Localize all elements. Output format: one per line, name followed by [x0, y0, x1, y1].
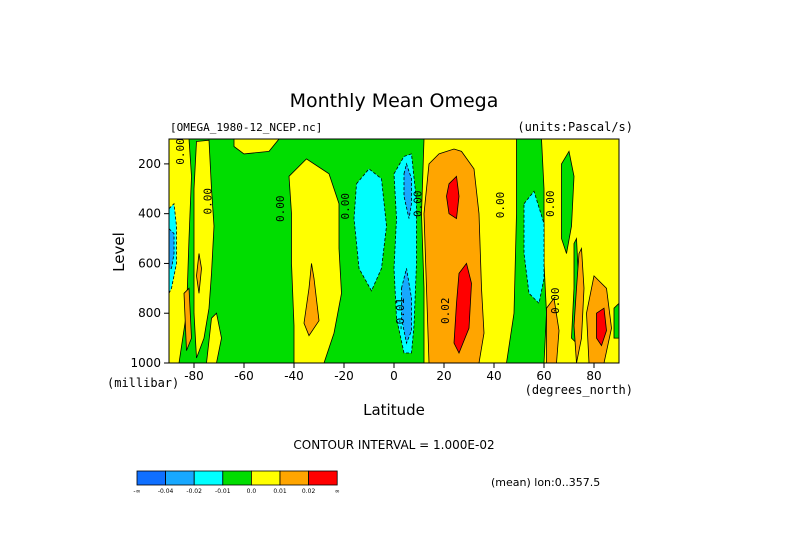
x-tick-label: -40: [284, 369, 304, 383]
contour-region-yellow-8: [288, 158, 342, 363]
contour-region-blue-2: [169, 228, 175, 269]
contour-label: 0.02: [439, 297, 452, 324]
units-label: (units:Pascal/s): [517, 120, 633, 134]
contour-label: 0.00: [412, 190, 425, 217]
y-tick-label: 400: [138, 207, 161, 221]
contour-region-orange-5: [183, 287, 192, 351]
legend-swatch: [308, 470, 338, 486]
legend-label: ∞: [335, 488, 340, 495]
x-tick-label: 60: [536, 369, 551, 383]
x-axis-label: Latitude: [363, 401, 425, 419]
x-tick-label: 40: [486, 369, 501, 383]
legend-label: -∞: [133, 488, 140, 495]
y-axis-ticks: 200 400 600 800 1000: [130, 157, 169, 370]
contour-label: 0.00: [202, 188, 215, 215]
contour-label: 0.00: [174, 138, 187, 165]
contour-region-orange-4: [196, 253, 202, 294]
legend-label: -0.02: [186, 488, 202, 495]
legend-label: 0.01: [273, 488, 287, 495]
legend-swatch: [193, 470, 224, 486]
contour-region-yellow-7: [233, 139, 280, 155]
contour-region-green-20: [561, 150, 575, 254]
contour-region-red-16: [446, 175, 460, 220]
mean-text: (mean) lon:0..357.5: [491, 476, 600, 489]
contour-region-orange-9: [303, 263, 320, 337]
contour-fill-layer: [169, 139, 619, 363]
contour-label: 0.00: [274, 195, 287, 222]
x-tick-label: -80: [184, 369, 204, 383]
legend-swatch: [250, 470, 281, 486]
legend-swatch: [222, 470, 252, 486]
contour-region-cyan-10: [353, 168, 387, 292]
y-tick-label: 800: [138, 306, 161, 320]
contour-region-red-17: [453, 262, 472, 354]
x-axis-ticks: -80 -60 -40 -20 0 20 40 60 80: [184, 363, 602, 383]
legend-swatch: [136, 470, 167, 486]
y-tick-label: 1000: [130, 356, 161, 370]
contour-label: 0.00: [494, 192, 507, 219]
contour-region-green-26: [613, 302, 619, 339]
y-axis-label: Level: [110, 232, 128, 272]
contour-region-orange-22: [546, 297, 560, 363]
contour-region-blue-12: [403, 162, 412, 219]
legend-swatch: [279, 470, 310, 486]
x-axis-unit: (degrees_north): [525, 383, 633, 397]
contour-label: 0.00: [549, 288, 562, 315]
contour-label: 0.00: [544, 190, 557, 217]
contour-label-layer: 0.00 0.00 0.00 0.00 0.00 0.00 0.00 0.00 0.02 -0.0…: [174, 138, 562, 331]
x-tick-label: 0: [390, 369, 398, 383]
contour-region-yellow-6: [206, 312, 222, 363]
color-legend: -∞ -0.04 -0.02 -0.01 0.0 0.01 0.02 ∞: [133, 470, 340, 495]
contour-label: 0.00: [339, 193, 352, 220]
y-axis-unit: (millibar): [107, 376, 179, 390]
contour-region-red-25: [596, 307, 607, 347]
contour-region-orange-23: [573, 246, 585, 363]
contour-region-yellow-3: [193, 139, 215, 359]
x-tick-label: -60: [234, 369, 254, 383]
y-tick-label: 600: [138, 256, 161, 270]
legend-label: 0.0: [247, 488, 257, 495]
x-tick-label: 20: [436, 369, 451, 383]
contour-interval-text: CONTOUR INTERVAL = 1.000E-02: [293, 438, 494, 452]
legend-swatch: [165, 470, 195, 486]
chart-title: Monthly Mean Omega: [290, 90, 499, 112]
source-label: [OMEGA_1980-12_NCEP.nc]: [170, 121, 322, 134]
contour-label: -0.01: [394, 298, 407, 331]
legend-label: -0.01: [215, 488, 231, 495]
contour-region-cyan-19: [523, 190, 545, 305]
contour-region-blue-13: [401, 268, 412, 345]
legend-label: -0.04: [158, 488, 174, 495]
legend-label: 0.02: [302, 488, 316, 495]
y-tick-label: 200: [138, 157, 161, 171]
x-tick-label: -20: [334, 369, 354, 383]
x-tick-label: 80: [586, 369, 601, 383]
